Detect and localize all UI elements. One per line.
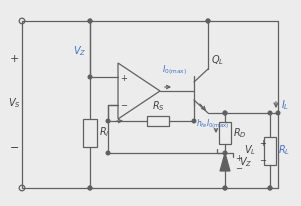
Circle shape (88, 186, 92, 190)
Text: $V_S$: $V_S$ (8, 96, 20, 110)
Circle shape (88, 75, 92, 79)
Text: $R_L$: $R_L$ (278, 144, 290, 157)
Text: $+$: $+$ (120, 73, 128, 83)
Text: $+$: $+$ (259, 137, 267, 147)
Circle shape (206, 19, 210, 23)
Circle shape (276, 111, 280, 115)
Circle shape (223, 111, 227, 115)
Circle shape (88, 19, 92, 23)
Circle shape (206, 19, 210, 23)
Bar (147, 116, 169, 126)
Circle shape (223, 186, 227, 190)
Text: $h_{fe}I_{0(\rm max)}$: $h_{fe}I_{0(\rm max)}$ (196, 117, 229, 131)
Circle shape (106, 151, 110, 155)
Circle shape (106, 119, 110, 123)
Circle shape (268, 186, 272, 190)
Text: $-$: $-$ (259, 154, 267, 163)
Text: $R_D$: $R_D$ (233, 126, 247, 140)
Text: $V_Z$: $V_Z$ (239, 155, 253, 169)
Bar (219, 122, 231, 144)
Text: $I_{0(\rm max)}$: $I_{0(\rm max)}$ (162, 63, 187, 77)
Circle shape (88, 19, 92, 23)
Circle shape (192, 119, 196, 123)
Polygon shape (220, 153, 230, 171)
Circle shape (88, 186, 92, 190)
Text: $-$: $-$ (120, 99, 128, 109)
Text: $-$: $-$ (9, 141, 19, 151)
Text: $V_L$: $V_L$ (244, 144, 256, 157)
Circle shape (268, 111, 272, 115)
Text: $+$: $+$ (235, 153, 243, 163)
Text: $+$: $+$ (9, 53, 19, 63)
Circle shape (268, 186, 272, 190)
Bar (83, 118, 97, 146)
Text: $I_L$: $I_L$ (281, 98, 289, 112)
Text: $V_Z$: $V_Z$ (73, 44, 86, 58)
Bar (264, 137, 276, 165)
Circle shape (223, 111, 227, 115)
Text: $R_S$: $R_S$ (152, 99, 164, 113)
Text: $-$: $-$ (235, 163, 243, 172)
Circle shape (223, 151, 227, 155)
Text: $Q_L$: $Q_L$ (211, 53, 224, 67)
Text: $R_i$: $R_i$ (99, 126, 110, 139)
Circle shape (223, 186, 227, 190)
